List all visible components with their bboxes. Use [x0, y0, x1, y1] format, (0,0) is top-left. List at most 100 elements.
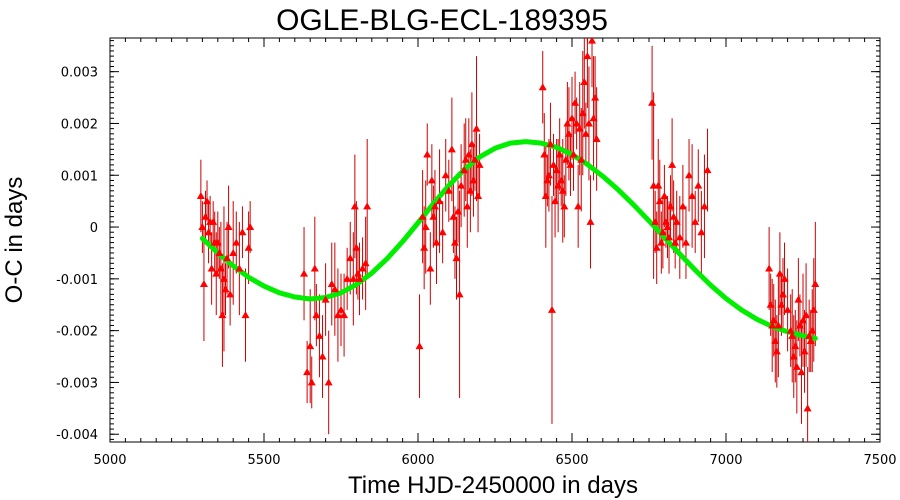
data-point [652, 243, 661, 251]
data-point [223, 254, 232, 262]
data-point [766, 300, 775, 308]
data-point [774, 321, 783, 329]
y-tick-label: -0.004 [56, 428, 98, 443]
data-point [577, 155, 586, 163]
data-point [246, 223, 255, 231]
data-point [592, 135, 601, 142]
data-point [463, 202, 472, 210]
data-point [571, 98, 580, 106]
plot-area: 5000 5500 6000 6500 7000 7500 0.003 0.002 0.001 0… [56, 37, 897, 468]
data-point [794, 295, 803, 303]
data-point [420, 243, 429, 251]
data-point [809, 305, 818, 313]
data-point [327, 280, 336, 288]
data-point [213, 238, 222, 246]
x-tick-label: 5500 [247, 453, 280, 468]
data-point [575, 124, 584, 132]
data-point [777, 300, 786, 308]
data-point [666, 202, 675, 210]
data-point [789, 352, 798, 360]
data-point [578, 109, 587, 117]
data-point [429, 212, 438, 220]
data-point [426, 264, 435, 272]
y-axis-label: O-C in days [1, 177, 28, 304]
data-point [672, 217, 681, 225]
data-point [229, 248, 238, 256]
data-point [324, 378, 333, 386]
data-point [418, 212, 427, 220]
data-point [198, 223, 207, 231]
data-point [658, 228, 667, 236]
data-point [461, 155, 470, 163]
data-point [340, 311, 349, 319]
data-point [549, 160, 558, 168]
data-point [337, 305, 345, 313]
data-point [688, 191, 697, 199]
y-tick-label: -0.003 [56, 376, 98, 391]
data-point [318, 352, 327, 360]
data-point [580, 78, 589, 86]
data-point [572, 119, 581, 127]
data-point [566, 160, 575, 168]
data-point [663, 223, 672, 231]
data-point [584, 119, 593, 127]
y-tick-label: -0.002 [56, 325, 98, 340]
data-point [560, 202, 569, 210]
data-point [544, 171, 553, 179]
data-point [691, 217, 700, 225]
data-point [588, 38, 597, 44]
data-point [300, 269, 309, 277]
x-tick-label: 7500 [863, 453, 896, 468]
data-point [703, 166, 712, 174]
data-point [199, 280, 208, 288]
data-point [447, 145, 456, 153]
data-point [467, 140, 476, 148]
y-tick-label: 0 [90, 221, 98, 236]
data-point [244, 243, 253, 251]
data-point [196, 191, 205, 199]
data-point [657, 238, 666, 246]
data-point [321, 295, 330, 303]
data-point [552, 166, 561, 174]
data-point [455, 290, 464, 298]
plot-frame [109, 37, 881, 443]
data-point [671, 238, 680, 246]
data-point [551, 197, 560, 205]
data-point [441, 171, 450, 179]
data-point [697, 228, 706, 236]
data-point [554, 181, 563, 189]
data-point [333, 311, 342, 319]
data-point [660, 191, 669, 199]
data-point [474, 191, 483, 199]
data-point [470, 155, 479, 163]
data-point [352, 243, 361, 251]
data-point [457, 181, 466, 189]
data-point [768, 321, 777, 329]
data-point [432, 238, 441, 246]
data-point [538, 83, 547, 91]
data-point [568, 114, 576, 122]
data-point [346, 254, 355, 262]
data-point [795, 321, 804, 329]
data-point [783, 305, 792, 313]
data-group [196, 38, 820, 442]
data-point [216, 264, 225, 272]
data-point [201, 212, 210, 220]
data-point [675, 233, 684, 241]
data-point [307, 378, 316, 386]
data-point [358, 264, 367, 272]
data-point [475, 160, 484, 168]
data-point [669, 212, 678, 220]
data-point [648, 98, 657, 106]
x-tick-label: 7000 [709, 453, 742, 468]
data-point [805, 331, 814, 339]
data-point [694, 181, 703, 189]
data-point [363, 202, 372, 210]
data-point [771, 337, 780, 344]
data-point [438, 228, 447, 236]
data-point [235, 264, 244, 272]
data-point [591, 93, 600, 101]
data-point [310, 264, 319, 272]
data-point [312, 311, 321, 319]
